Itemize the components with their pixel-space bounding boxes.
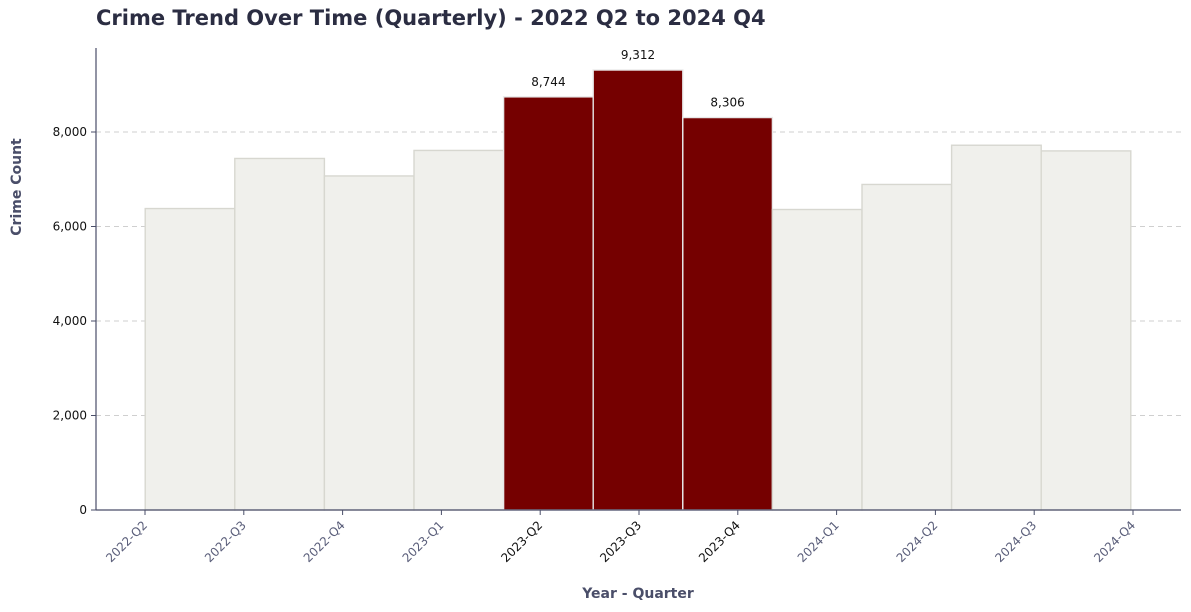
- data-label-2023-Q2: 8,744: [531, 75, 565, 89]
- x-axis-title: Year - Quarter: [581, 586, 694, 602]
- x-tick-label: 2023-Q4: [696, 518, 743, 565]
- y-axis-title: Crime Count: [9, 138, 25, 236]
- chart-title: Crime Trend Over Time (Quarterly) - 2022…: [96, 6, 766, 30]
- bar-2022-Q3: [234, 157, 326, 511]
- bar-2022-Q4: [323, 175, 415, 511]
- x-tick-label: 2023-Q1: [400, 518, 447, 565]
- bar-2023-Q1: [413, 149, 505, 511]
- bar-2023-Q4: [682, 116, 774, 511]
- bar-2024-Q1: [771, 208, 863, 511]
- x-tick-label: 2023-Q2: [498, 518, 545, 565]
- bar-2023-Q2: [502, 96, 594, 511]
- x-tick-label: 2022-Q3: [202, 518, 249, 565]
- bar-2024-Q3: [950, 144, 1042, 511]
- y-tick-label: 2,000: [53, 409, 87, 423]
- y-tick-label: 4,000: [53, 314, 87, 328]
- data-label-2023-Q3: 9,312: [621, 48, 655, 62]
- data-label-2023-Q4: 8,306: [710, 96, 744, 110]
- data-labels: 8,744 9,312 8,306: [531, 48, 745, 110]
- bar-2024-Q4: [1040, 150, 1132, 511]
- x-tick-label: 2023-Q3: [597, 518, 644, 565]
- y-tick-label: 6,000: [53, 220, 87, 234]
- bar-2022-Q2: [144, 207, 236, 511]
- x-tick-label: 2024-Q4: [1091, 518, 1138, 565]
- x-tick-label: 2024-Q1: [795, 518, 842, 565]
- x-tick-label: 2024-Q3: [992, 518, 1039, 565]
- y-tick-label: 8,000: [53, 125, 87, 139]
- x-tick-label: 2022-Q4: [301, 518, 348, 565]
- x-tick-label: 2024-Q2: [894, 518, 941, 565]
- bar-2023-Q3: [592, 69, 684, 511]
- bar-2024-Q2: [861, 183, 953, 511]
- x-tick-label: 2022-Q2: [103, 518, 150, 565]
- y-tick-label: 0: [79, 503, 87, 517]
- bars: [144, 69, 1132, 511]
